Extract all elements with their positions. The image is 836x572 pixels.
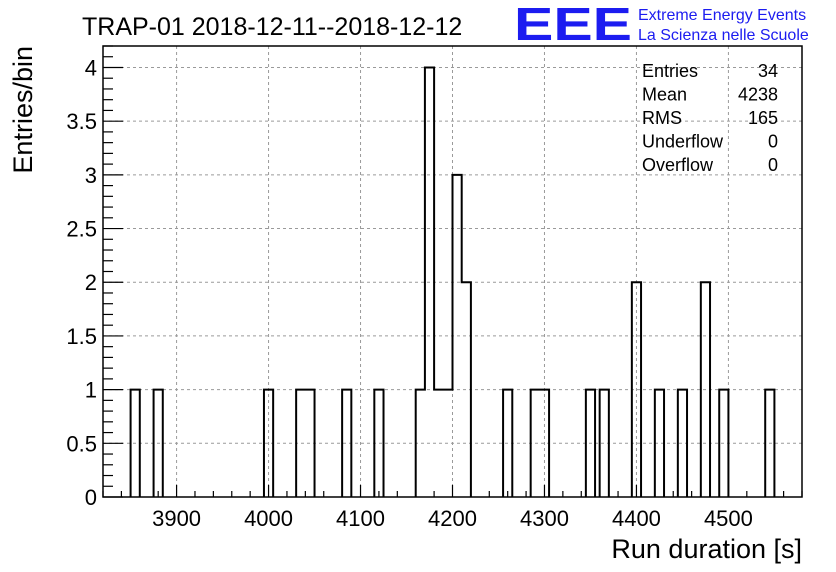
x-axis-label: Run duration [s]: [611, 534, 802, 564]
stats-name: Entries: [642, 61, 698, 81]
stats-value: 4238: [738, 85, 778, 105]
stats-value: 165: [748, 108, 778, 128]
stats-value: 34: [758, 61, 778, 81]
y-tick-label: 1: [85, 378, 97, 403]
x-tick-label: 4500: [704, 506, 753, 531]
stats-name: Mean: [642, 85, 687, 105]
y-tick-label: 2: [85, 270, 97, 295]
stats-box: Entries 34 Mean 4238 RMS 165 Underflow 0 Overflo…: [642, 61, 778, 175]
x-tick-label: 4300: [520, 506, 569, 531]
y-tick-label: 2.5: [66, 217, 97, 242]
chart-title: TRAP-01 2018-12-11--2018-12-12: [82, 13, 462, 41]
stats-value: 0: [768, 155, 778, 175]
y-tick-label: 3: [85, 163, 97, 188]
y-tick-label: 0.5: [66, 431, 97, 456]
x-tick-label: 4400: [612, 506, 661, 531]
eee-logo-letters: EEE: [514, 0, 632, 50]
stats-name: Underflow: [642, 132, 724, 152]
y-tick-label: 0: [85, 485, 97, 510]
eee-logo-line2: La Scienza nelle Scuole: [638, 27, 809, 44]
x-tick-label: 4200: [428, 506, 477, 531]
histogram-outline: [129, 66, 776, 497]
stats-name: Overflow: [642, 155, 714, 175]
y-axis: 0 0.5 1 1.5 2 2.5 3 3.5 4: [66, 45, 123, 510]
y-tick-label: 3.5: [66, 109, 97, 134]
eee-logo-line1: Extreme Energy Events: [638, 7, 806, 24]
stats-name: RMS: [642, 108, 682, 128]
x-tick-label: 4100: [336, 506, 385, 531]
y-axis-label: Entries/bin: [8, 46, 38, 174]
x-tick-label: 4000: [244, 506, 293, 531]
x-axis: 3900 4000 4100 4200 4300 4400 4500: [102, 485, 803, 531]
y-tick-label: 4: [85, 55, 97, 80]
y-tick-label: 1.5: [66, 324, 97, 349]
stats-value: 0: [768, 132, 778, 152]
x-tick-label: 3900: [152, 506, 201, 531]
eee-logo: EEE Extreme Energy Events La Scienza nel…: [514, 0, 809, 50]
